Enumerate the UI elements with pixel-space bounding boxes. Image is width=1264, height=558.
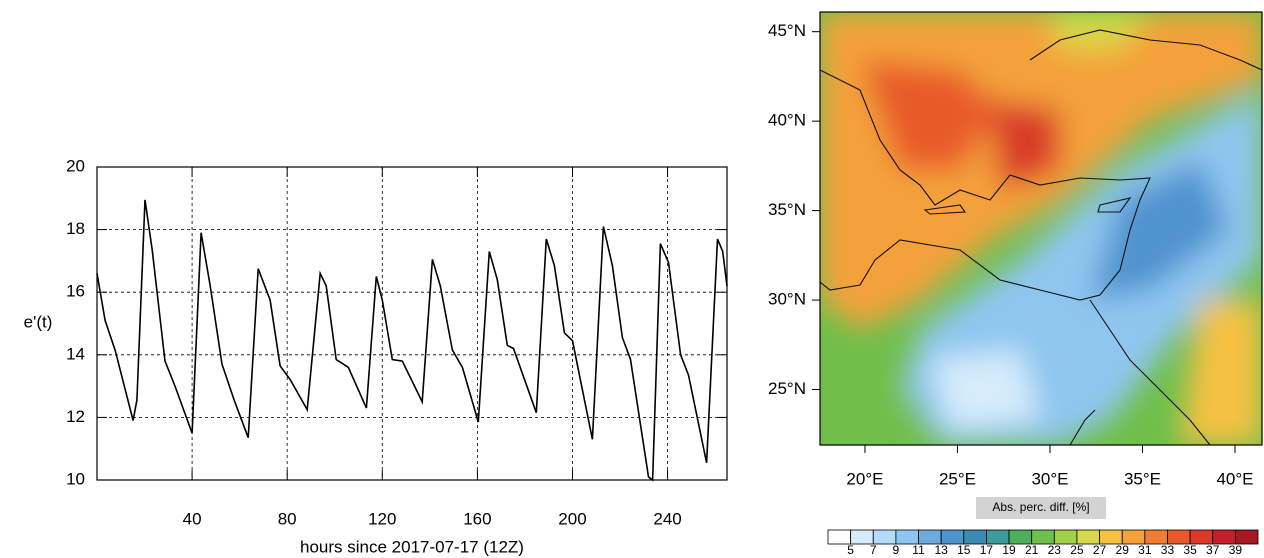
colorbar-label: 15	[957, 543, 971, 557]
colorbar-box	[940, 529, 965, 545]
colorbar-box	[963, 529, 987, 545]
colorbar-label: 39	[1229, 543, 1243, 557]
y-tick-label: 16	[66, 282, 85, 301]
x-tick-label: 160	[463, 509, 491, 528]
colorbar-box	[1053, 529, 1078, 545]
colorbar-label: 7	[870, 543, 877, 557]
y-tick-label: 12	[66, 407, 85, 426]
y-tick-label: 45°N	[768, 21, 806, 40]
y-tick-label: 14	[66, 344, 85, 363]
colorbar-label: 17	[980, 543, 994, 557]
colorbar-title: Abs. perc. diff. [%]	[992, 500, 1089, 514]
x-tick-label: 35°E	[1124, 469, 1161, 488]
x-tick-label: 80	[278, 509, 297, 528]
x-tick-label: 20°E	[846, 469, 883, 488]
map-frame	[819, 11, 1263, 446]
y-tick-label: 20	[66, 156, 85, 175]
colorbar-box	[1144, 529, 1168, 545]
colorbar-box	[1031, 529, 1055, 545]
colorbar-box	[827, 529, 852, 545]
y-tick-label: 30°N	[768, 290, 806, 309]
colorbar-box	[1167, 529, 1191, 545]
colorbar-label: 37	[1206, 543, 1220, 557]
x-axis-label: hours since 2017-07-17 (12Z)	[300, 537, 524, 556]
colorbar-box	[1008, 529, 1033, 545]
y-tick-label: 40°N	[768, 111, 806, 130]
colorbar-label: 29	[1116, 543, 1130, 557]
colorbar-label: 33	[1161, 543, 1175, 557]
y-tick-label: 35°N	[768, 200, 806, 219]
colorbar-label: 9	[893, 543, 900, 557]
x-tick-label: 200	[558, 509, 586, 528]
colorbar-box	[895, 529, 919, 545]
colorbar-label: 13	[934, 543, 948, 557]
colorbar-box	[1121, 529, 1146, 545]
colorbar-label: 23	[1048, 543, 1062, 557]
colorbar-box	[1189, 529, 1214, 545]
colorbar-box	[1099, 529, 1123, 545]
colorbar-title-box	[976, 497, 1106, 519]
x-tick-label: 40	[183, 509, 202, 528]
y-tick-label: 10	[66, 469, 85, 488]
y-tick-label: 18	[66, 219, 85, 238]
y-axis-label: e'(t)	[24, 312, 53, 331]
colorbar-box	[986, 529, 1010, 545]
map-field	[820, 12, 1262, 445]
colorbar-box	[1076, 529, 1100, 545]
colorbar-label: 35	[1183, 543, 1197, 557]
colorbar-label: 25	[1070, 543, 1084, 557]
x-tick-label: 40°E	[1216, 469, 1253, 488]
x-tick-label: 30°E	[1031, 469, 1068, 488]
x-tick-label: 25°E	[939, 469, 976, 488]
colorbar-box	[918, 529, 942, 545]
colorbar-box	[1234, 529, 1259, 545]
x-tick-label: 120	[368, 509, 396, 528]
colorbar-label: 11	[912, 543, 925, 557]
colorbar-label: 21	[1025, 543, 1039, 557]
colorbar-label: 31	[1138, 543, 1152, 557]
y-tick-label: 25°N	[768, 379, 806, 398]
colorbar-box	[1212, 529, 1236, 545]
colorbar-label: 19	[1002, 543, 1016, 557]
colorbar-box	[872, 529, 897, 545]
data-line	[96, 199, 728, 482]
x-tick-label: 240	[653, 509, 681, 528]
colorbar-label: 27	[1093, 543, 1107, 557]
colorbar-label: 5	[847, 543, 854, 557]
colorbar-box	[850, 529, 874, 545]
